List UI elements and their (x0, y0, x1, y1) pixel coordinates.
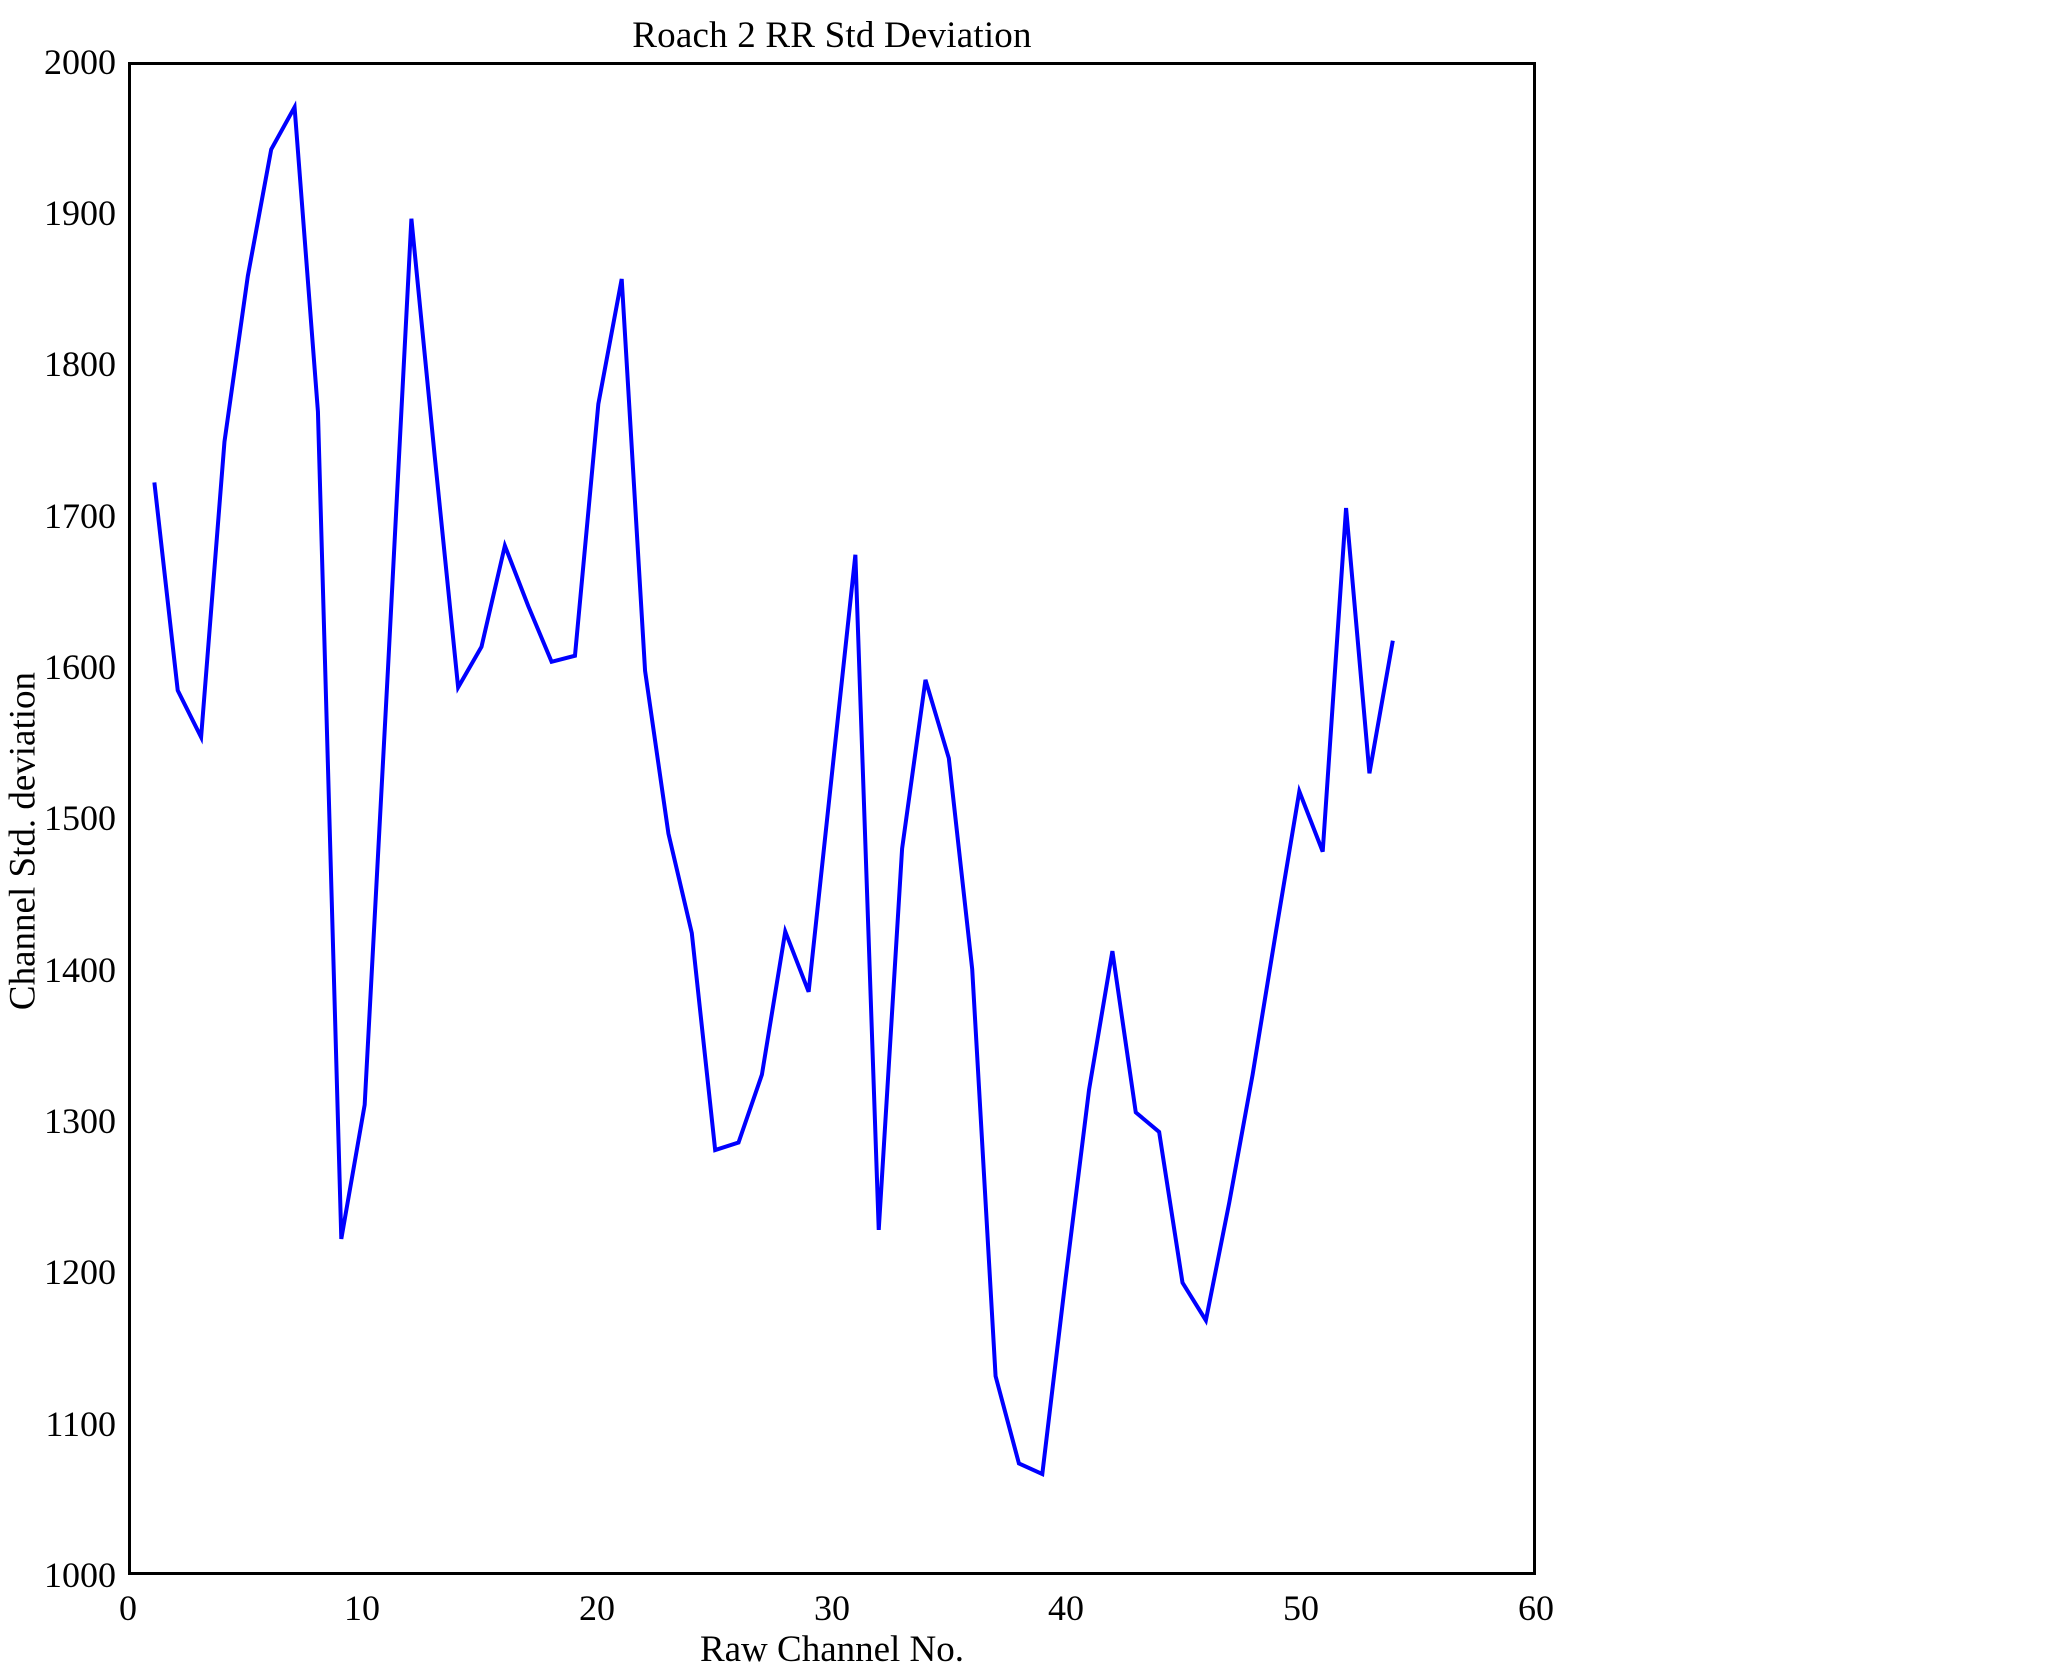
y-tick-label: 1100 (45, 1404, 116, 1444)
y-tick-label: 1300 (44, 1101, 116, 1141)
x-axis-title: Raw Channel No. (699, 1629, 965, 1670)
x-tick-label: 20 (579, 1588, 615, 1628)
y-tick-label: 1900 (44, 193, 116, 233)
y-tick-label: 1500 (44, 798, 116, 838)
y-axis-title: Channel Std. deviation (2, 671, 44, 1011)
y-tick-label: 1600 (44, 647, 116, 687)
y-tick-label: 1000 (44, 1555, 116, 1595)
x-tick-label: 50 (1283, 1588, 1319, 1628)
y-tick-label: 1400 (44, 950, 116, 990)
series-line-channel-std-deviation (154, 107, 1392, 1474)
y-tick-label: 1200 (44, 1252, 116, 1292)
x-tick-label: 30 (814, 1588, 850, 1628)
page-title: Roach 2 RR Std Deviation (632, 15, 1032, 56)
x-tick-label: 0 (119, 1588, 137, 1628)
y-tick-label: 1700 (44, 496, 116, 536)
y-tick-label: 1800 (44, 344, 116, 384)
plot-area (128, 62, 1536, 1575)
data-line-plot (131, 65, 1533, 1572)
y-tick-label: 2000 (44, 42, 116, 82)
x-tick-label: 10 (344, 1588, 380, 1628)
x-tick-label: 60 (1518, 1588, 1554, 1628)
x-tick-label: 40 (1048, 1588, 1084, 1628)
